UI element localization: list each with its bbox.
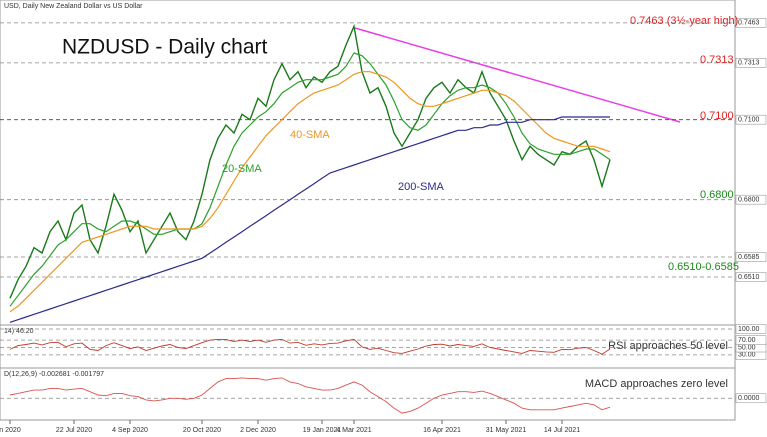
y-tick-label: 30.00 (738, 352, 756, 359)
y-tick-box (735, 114, 767, 125)
x-tick-label: 16 Apr 2021 (423, 427, 461, 434)
macd-title: D(12,26,9) -0.002681 -0.001797 (4, 371, 104, 378)
y-tick-box (735, 335, 767, 345)
y-tick-label: 0.0000 (738, 395, 760, 402)
y-tick-box (735, 272, 767, 282)
y-tick-box (735, 18, 767, 28)
y-tick-label: 0.7463 (738, 20, 760, 27)
rsi-title: 14) 46.20 (4, 328, 34, 335)
y-tick-label: 0.6510 (738, 274, 760, 281)
x-tick-label: 14 Jul 2021 (544, 427, 580, 434)
sma-line (9, 71, 611, 313)
sma-line (9, 116, 610, 323)
y-tick-label: 0.7313 (738, 60, 760, 67)
y-tick-box (735, 324, 767, 334)
chart-title: NZDUSD - Daily chart (62, 36, 268, 59)
x-tick-label: 20 Oct 2020 (183, 427, 221, 434)
header: USD, Daily New Zealand Dollar vs US Doll… (4, 3, 143, 10)
trend-line (354, 27, 681, 123)
x-tick-label: n 2020 (0, 427, 21, 434)
rsi-note: RSI approaches 50 level (608, 340, 728, 352)
x-tick-label: 4 Mar 2021 (336, 427, 372, 434)
x-tick-label: 2 Dec 2020 (240, 427, 276, 434)
y-tick-label: 70.00 (738, 337, 756, 344)
y-tick-box (735, 58, 767, 68)
price-line (9, 23, 611, 299)
macd-line (9, 377, 611, 414)
rsi-line (9, 338, 611, 355)
annotation: 0.7463 (3½-year high) (630, 15, 738, 27)
y-tick-box (735, 393, 767, 404)
annotation: 0.7313 (700, 54, 734, 66)
annotation: 200-SMA (398, 181, 445, 193)
x-tick-label: 22 Jul 2020 (56, 427, 92, 434)
y-tick-box (735, 194, 767, 205)
y-tick-box (735, 252, 767, 262)
macd-note: MACD approaches zero level (585, 378, 728, 390)
y-tick-label: 0.6585 (738, 254, 760, 261)
y-tick-label: 0.7100 (738, 117, 760, 124)
annotation: 0.6800 (700, 189, 734, 201)
annotation: 0.7100 (700, 110, 734, 122)
y-tick-label: 100.00 (738, 326, 760, 333)
sma-line (9, 52, 611, 307)
annotation: 0.6510-0.6585 (668, 261, 739, 273)
y-tick-label: 50.00 (738, 344, 756, 351)
annotation: 40-SMA (290, 129, 330, 141)
y-tick-label: 0.6800 (738, 197, 760, 204)
x-tick-label: 4 Sep 2020 (112, 427, 148, 434)
annotation: 20-SMA (222, 163, 262, 175)
x-tick-label: 19 Jan 2021 (303, 427, 342, 434)
x-tick-label: 31 May 2021 (486, 427, 527, 434)
